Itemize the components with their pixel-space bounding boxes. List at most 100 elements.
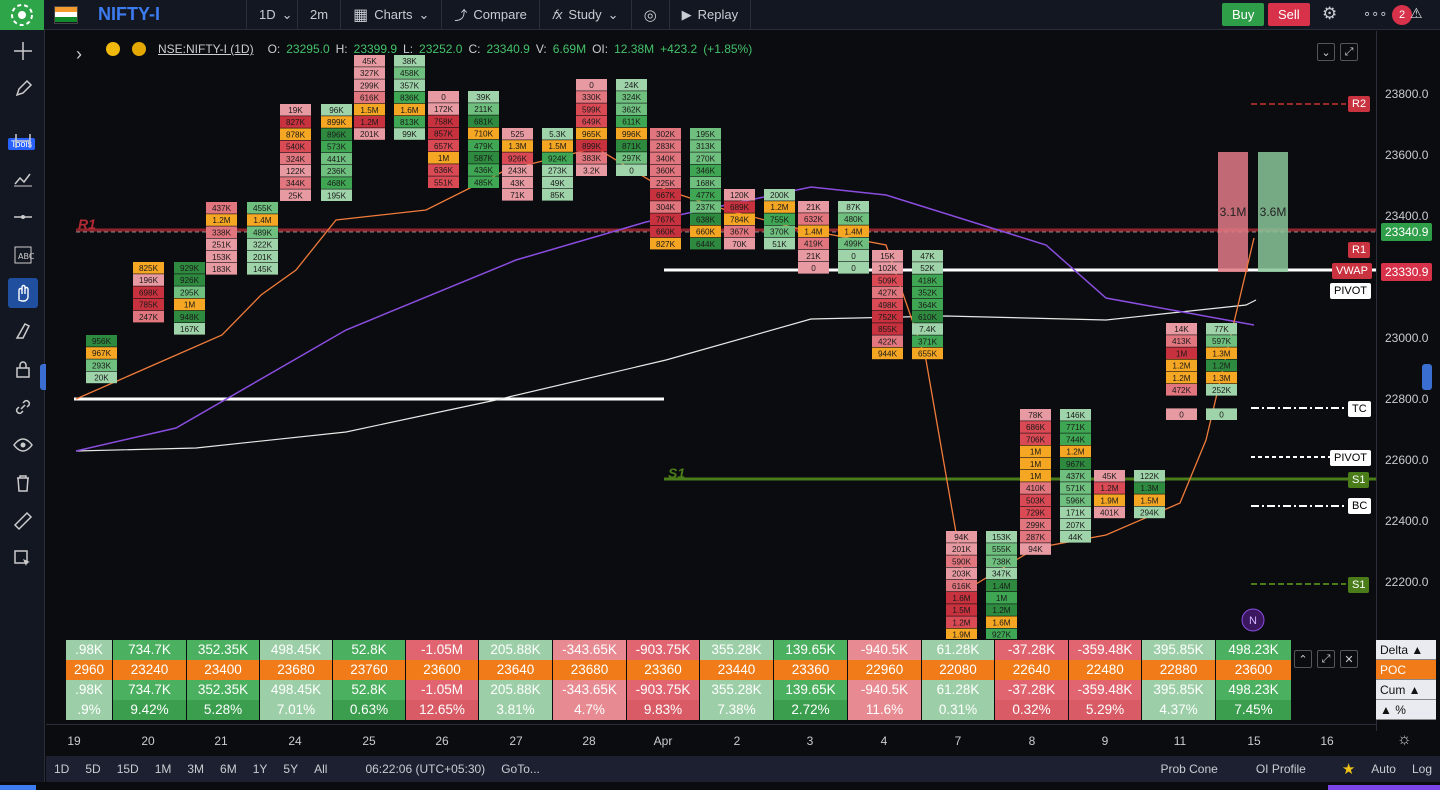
prob-cone-button[interactable]: Prob Cone (1160, 762, 1218, 776)
pane-up-button[interactable]: ⌃ (1294, 650, 1312, 668)
chart-canvas[interactable]: R1 S1 3.1M 3.6M 956K 967K 293K 20K 825K 196K 698K 7… (46, 31, 1376, 639)
footprint-cell-label: 327K (360, 69, 380, 78)
range-6m[interactable]: 6M (220, 762, 237, 776)
replay-button[interactable]: ▶ Replay (670, 0, 750, 30)
oi-profile-button[interactable]: OI Profile (1255, 762, 1306, 776)
cum-row-label[interactable]: Cum ▲ (1376, 680, 1436, 700)
pane-maximize-button[interactable]: ⤢ (1317, 650, 1335, 668)
cursor-select-icon[interactable] (8, 544, 38, 574)
range-5y[interactable]: 5Y (283, 762, 299, 776)
range-15d[interactable]: 15D (116, 762, 139, 776)
poc-cell: 23760 (333, 660, 406, 680)
poc-row-label[interactable]: POC (1376, 660, 1436, 680)
footprint-cell-label: 477K (696, 191, 716, 200)
footprint-cell-label: 1.2M (992, 606, 1010, 615)
lock-icon[interactable] (8, 354, 38, 384)
interval-select[interactable]: 1D ⌄ (247, 0, 297, 30)
auto-scale-button[interactable]: Auto (1371, 762, 1396, 776)
more-icon[interactable]: ∘∘∘ (1363, 6, 1388, 21)
footprint-cell (468, 176, 499, 188)
collapse-left-handle[interactable] (40, 364, 50, 390)
footprint-cell-label: 0 (851, 264, 856, 273)
footprint-cell (206, 214, 237, 226)
pct-cell: 0.63% (333, 700, 406, 720)
charts-button[interactable]: ▦ Charts ⌄ (341, 0, 441, 30)
buy-button[interactable]: Buy (1222, 3, 1265, 26)
footprint-cell (616, 79, 647, 91)
measure-line-icon[interactable] (8, 126, 38, 156)
range-all[interactable]: All (314, 762, 328, 776)
footprint-cell-label: 19K (288, 106, 303, 115)
notification-badge[interactable]: 2 (1392, 5, 1412, 25)
settings-sun-icon[interactable]: ☼ (1397, 731, 1412, 748)
timeframe-button[interactable]: 2m (298, 0, 340, 30)
footprint-cell (838, 213, 869, 225)
fullscreen-button[interactable]: ⤢ (1340, 43, 1358, 61)
pct-cell: 5.28% (187, 700, 260, 720)
legend-symbol[interactable]: NSE:NIFTY-I (1D) (158, 42, 254, 56)
pencil-icon[interactable] (8, 74, 38, 104)
high-label: H: (335, 42, 348, 56)
footprint-cell (354, 55, 385, 67)
collapse-right-handle[interactable] (1422, 364, 1432, 390)
trash-icon[interactable] (8, 468, 38, 498)
poc-cell: 23600 (406, 660, 479, 680)
compare-button[interactable]: ⤴ Compare (442, 0, 538, 30)
crosshair-icon[interactable] (8, 36, 38, 66)
horizontal-line-icon[interactable] (8, 202, 38, 232)
pct-row-label[interactable]: ▲ % (1376, 700, 1436, 720)
footprint-cell (872, 286, 903, 299)
delta-row-label[interactable]: Delta ▲ (1376, 640, 1436, 660)
expand-legend-icon[interactable]: › (76, 44, 82, 64)
eye-icon[interactable] (8, 430, 38, 460)
time-tick: 24 (288, 734, 302, 748)
pattern-icon[interactable] (8, 164, 38, 194)
vwap-price-tag: 23330.9 (1381, 263, 1433, 281)
footprint-cell (946, 543, 977, 555)
text-tool-icon[interactable]: ABC (8, 240, 38, 270)
instagram-button[interactable]: ◎ (632, 0, 669, 30)
footprint-cell-label: 632K (804, 215, 824, 224)
range-1y[interactable]: 1Y (252, 762, 268, 776)
footprint-cell (1206, 323, 1237, 335)
link-icon[interactable] (8, 392, 38, 422)
footprint-cell (86, 371, 117, 384)
range-1d[interactable]: 1D (54, 762, 70, 776)
s1-left-text: S1 (668, 465, 685, 481)
footprint-cell (838, 249, 869, 262)
footprint-cell (280, 140, 311, 153)
footprint-cell-label: 313K (696, 142, 716, 151)
footprint-cell (616, 164, 647, 176)
footprint-cell-label: 710K (474, 130, 494, 139)
time-tick: 7 (954, 734, 962, 748)
footprint-cell (1166, 359, 1197, 372)
footprint-cell-label: 590K (952, 557, 972, 566)
symbol-name[interactable]: NIFTY-I (98, 4, 160, 24)
footprint-cell (650, 140, 681, 152)
footprint-cell-label: 644K (696, 240, 716, 249)
hand-pan-icon[interactable] (8, 278, 38, 308)
ruler-icon[interactable] (8, 506, 38, 536)
footprint-cell-label: 698K (139, 288, 159, 297)
star-icon[interactable]: ★ (1341, 761, 1356, 778)
footprint-cell (174, 286, 205, 298)
pane-close-button[interactable]: ✕ (1340, 650, 1358, 668)
range-1m[interactable]: 1M (154, 762, 172, 776)
goto-button[interactable]: GoTo... (501, 762, 540, 776)
time-axis[interactable]: 19 20 21 24 25 26 27 28 Apr 2 3 4 7 8 9 11 15 16 (46, 724, 1376, 756)
footprint-cell (912, 286, 943, 299)
warning-icon[interactable]: ⚠ (1410, 5, 1423, 21)
footprint-cell-label: 87K (846, 203, 861, 212)
app-logo[interactable] (0, 0, 44, 30)
range-3m[interactable]: 3M (187, 762, 205, 776)
magic-eraser-icon[interactable] (8, 316, 38, 346)
footprint-cell (986, 555, 1017, 567)
range-5d[interactable]: 5D (85, 762, 101, 776)
log-scale-button[interactable]: Log (1411, 762, 1432, 776)
study-button[interactable]: 𝑓x Study ⌄ (540, 0, 631, 30)
gear-icon[interactable]: ⚙ (1322, 4, 1338, 23)
footprint-cell-label: 330K (582, 93, 602, 102)
sell-button[interactable]: Sell (1268, 3, 1310, 26)
collapse-pane-button[interactable]: ⌄ (1317, 43, 1335, 61)
footprint-cell (468, 152, 499, 164)
